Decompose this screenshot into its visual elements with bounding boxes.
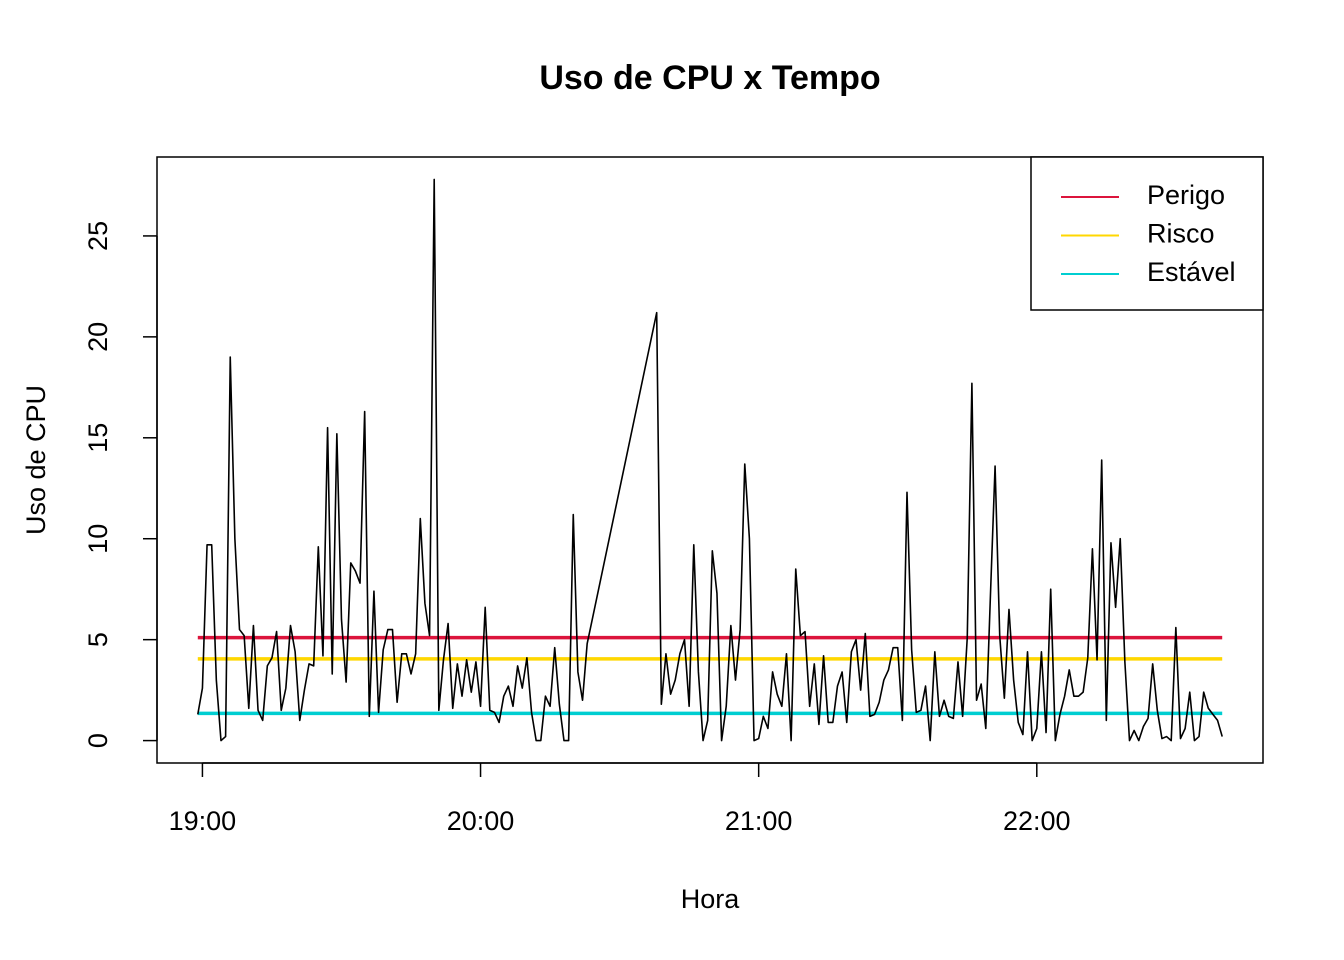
legend-box <box>1030 156 1264 311</box>
x-tick-label: 20:00 <box>447 806 515 836</box>
y-tick-label: 15 <box>83 423 113 453</box>
legend-label: Estável <box>1147 257 1236 287</box>
legend-label: Risco <box>1147 219 1215 249</box>
data-line <box>197 178 1223 742</box>
x-axis-label: Hora <box>681 884 741 914</box>
y-tick-label: 0 <box>83 733 113 748</box>
y-tick-label: 25 <box>83 221 113 251</box>
y-tick-label: 20 <box>83 322 113 352</box>
x-tick-label: 21:00 <box>725 806 793 836</box>
chart-title: Uso de CPU x Tempo <box>539 59 880 97</box>
y-axis-label: Uso de CPU <box>21 385 51 535</box>
y-tick-label: 5 <box>83 632 113 647</box>
legend-label: Perigo <box>1147 180 1225 210</box>
x-tick-label: 19:00 <box>169 806 237 836</box>
y-tick-label: 10 <box>83 524 113 554</box>
x-tick-label: 22:00 <box>1003 806 1071 836</box>
